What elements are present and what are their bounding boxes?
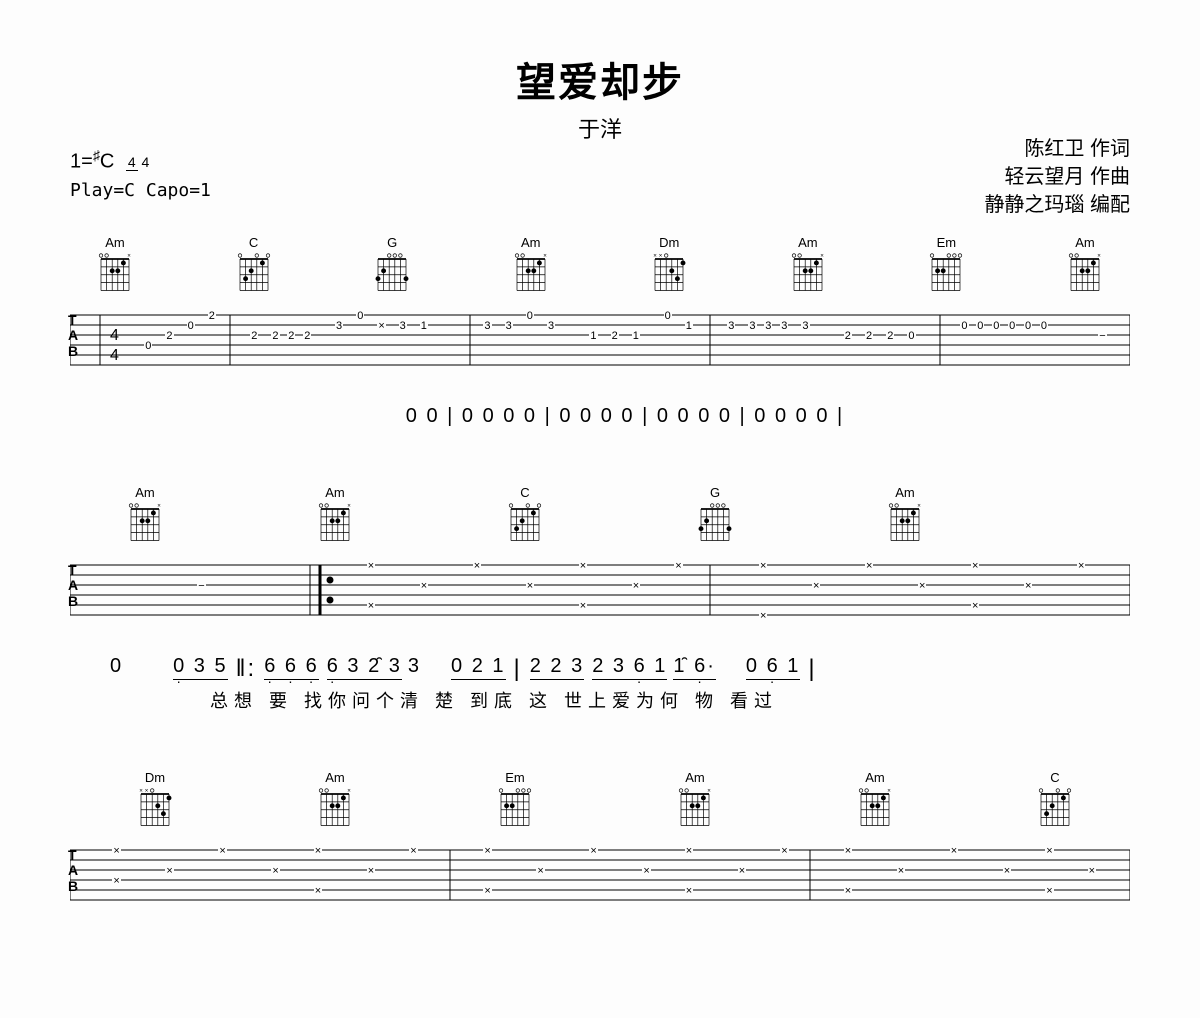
chord-name: Am xyxy=(105,235,125,250)
composer: 轻云望月 作曲 xyxy=(984,163,1130,191)
lyricist: 陈红卫 作词 xyxy=(984,135,1130,163)
lyrics-line-2: 总想 要 找你问个清 楚 到底 这 世上爱为何 物 看过 xyxy=(70,687,1130,713)
staff-system-1: Am × C G Am × Dm ×× Am × Em Am × TAB xyxy=(70,235,1130,428)
chord-diagram: Dm ×× xyxy=(130,770,180,830)
svg-text:×: × xyxy=(659,252,663,259)
chord-diagram: G xyxy=(690,485,740,545)
song-title: 望爱却步 xyxy=(0,0,1200,108)
chord-name: Am xyxy=(1075,235,1095,250)
tab-staff-3: TAB × × × × xyxy=(70,840,1130,910)
key-signature-block: 1=♯C 4 4 Play=C Capo=1 xyxy=(70,145,211,204)
chord-row-3: Dm ×× Am × Em Am × Am × C xyxy=(70,770,1130,830)
chord-diagram: C xyxy=(500,485,550,545)
svg-text:×: × xyxy=(653,252,657,259)
tab-notes-2: − × × × × × × × × × × × × × × × × × × xyxy=(70,555,1130,625)
chord-diagram: Am × xyxy=(506,235,556,295)
tab-notes-3: × × × × × × × × × × × × × × × × × × × × xyxy=(70,840,1130,910)
chord-name: Am xyxy=(895,485,915,500)
chord-name: Am xyxy=(325,485,345,500)
staff-system-3: Dm ×× Am × Em Am × Am × C TAB xyxy=(70,770,1130,910)
chord-diagram: Am × xyxy=(310,770,360,830)
svg-text:×: × xyxy=(347,502,351,509)
chord-diagram: G xyxy=(367,235,417,295)
chord-diagram: Am × xyxy=(880,485,930,545)
chord-diagram: Am × xyxy=(1060,235,1110,295)
chord-name: Am xyxy=(135,485,155,500)
chord-row-1: Am × C G Am × Dm ×× Am × Em Am × xyxy=(70,235,1130,295)
number-notation-1: 0 0 | 0 0 0 0 | 0 0 0 0 | 0 0 0 0 | 0 0 … xyxy=(70,405,1130,428)
chord-diagram: Am × xyxy=(670,770,720,830)
chord-name: C xyxy=(1050,770,1059,785)
time-signature: 4 4 xyxy=(126,155,149,169)
chord-diagram: Am × xyxy=(850,770,900,830)
svg-text:×: × xyxy=(157,502,161,509)
tab-staff-1: TAB 4 4 xyxy=(70,305,1130,375)
key-signature: 1=♯C 4 4 xyxy=(70,145,211,177)
chord-name: Am xyxy=(521,235,541,250)
tab-notes-1: 0 2 0 2 2 2 2 2 3 0 × 3 1 3 3 0 3 1 2 1 xyxy=(70,305,1130,375)
svg-text:×: × xyxy=(820,252,824,259)
chord-diagram: Em xyxy=(490,770,540,830)
svg-text:×: × xyxy=(543,252,547,259)
svg-text:×: × xyxy=(145,787,149,794)
svg-text:×: × xyxy=(917,502,921,509)
chord-diagram: C xyxy=(1030,770,1080,830)
chord-name: Em xyxy=(505,770,525,785)
chord-diagram: Dm ×× xyxy=(644,235,694,295)
chord-name: Am xyxy=(325,770,345,785)
svg-text:×: × xyxy=(707,787,711,794)
chord-name: G xyxy=(387,235,397,250)
chord-name: Dm xyxy=(145,770,165,785)
chord-diagram: Am × xyxy=(783,235,833,295)
svg-text:×: × xyxy=(887,787,891,794)
arranger: 静静之玛瑙 编配 xyxy=(984,191,1130,219)
svg-text:×: × xyxy=(347,787,351,794)
sheet-music-page: 望爱却步 于洋 1=♯C 4 4 Play=C Capo=1 陈红卫 作词 轻云… xyxy=(0,0,1200,1018)
chord-diagram: Em xyxy=(921,235,971,295)
chord-diagram: Am × xyxy=(90,235,140,295)
chord-name: Am xyxy=(865,770,885,785)
chord-diagram: Am × xyxy=(120,485,170,545)
capo-info: Play=C Capo=1 xyxy=(70,177,211,204)
chord-row-2: Am × Am × C G Am × xyxy=(70,485,1130,545)
chord-diagram: C xyxy=(229,235,279,295)
chord-name: C xyxy=(520,485,529,500)
staff-system-2: Am × Am × C G Am × TAB xyxy=(70,485,1130,713)
svg-text:×: × xyxy=(127,252,131,259)
number-notation-2: 0 0 3 5 ‖: 6 6 6 6 3 2̑ 3 3 0 2 1 | 2 2 … xyxy=(70,655,1130,683)
chord-name: Em xyxy=(937,235,957,250)
tab-staff-2: TAB − xyxy=(70,555,1130,625)
chord-name: Am xyxy=(685,770,705,785)
credits-block: 陈红卫 作词 轻云望月 作曲 静静之玛瑙 编配 xyxy=(984,135,1130,219)
chord-diagram: Am × xyxy=(310,485,360,545)
svg-text:×: × xyxy=(139,787,143,794)
chord-name: C xyxy=(249,235,258,250)
chord-name: Am xyxy=(798,235,818,250)
svg-text:×: × xyxy=(1097,252,1101,259)
chord-name: Dm xyxy=(659,235,679,250)
chord-name: G xyxy=(710,485,720,500)
